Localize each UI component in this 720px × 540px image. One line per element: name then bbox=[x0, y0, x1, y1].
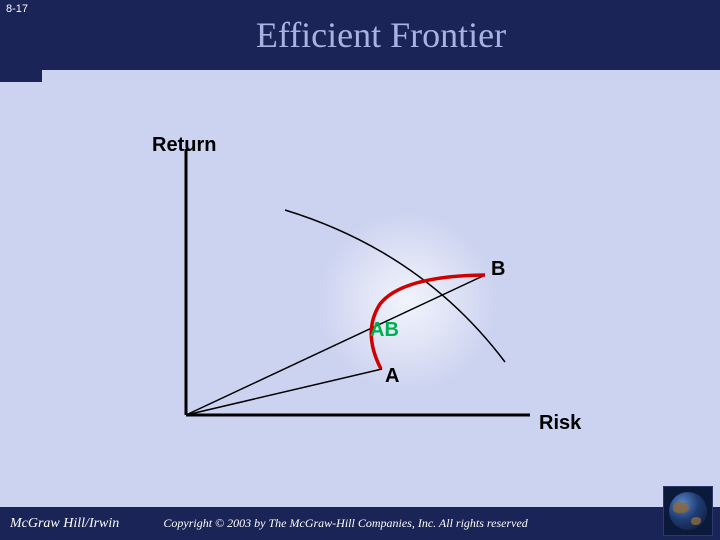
slide-title: Efficient Frontier bbox=[256, 14, 506, 56]
footer-center: Copyright © 2003 by The McGraw-Hill Comp… bbox=[163, 516, 527, 531]
page-number: 8-17 bbox=[6, 3, 28, 15]
x-axis-label: Risk bbox=[539, 412, 581, 435]
line-to-b bbox=[186, 275, 485, 415]
globe-icon bbox=[663, 486, 713, 536]
footer: McGraw Hill/Irwin Copyright © 2003 by Th… bbox=[0, 507, 720, 540]
y-axis-label: Return bbox=[152, 134, 216, 157]
point-a-label: A bbox=[385, 365, 399, 388]
slide: 8-17 Efficient Frontier Return Risk A B … bbox=[0, 0, 720, 540]
footer-left: McGraw Hill/Irwin bbox=[10, 516, 119, 532]
line-to-a bbox=[186, 369, 382, 415]
point-b-label: B bbox=[491, 258, 505, 281]
ab-label: AB bbox=[370, 319, 399, 342]
chart-svg bbox=[42, 82, 713, 507]
chart-area: Return Risk A B AB bbox=[42, 82, 713, 507]
title-bar: Efficient Frontier bbox=[42, 0, 720, 70]
